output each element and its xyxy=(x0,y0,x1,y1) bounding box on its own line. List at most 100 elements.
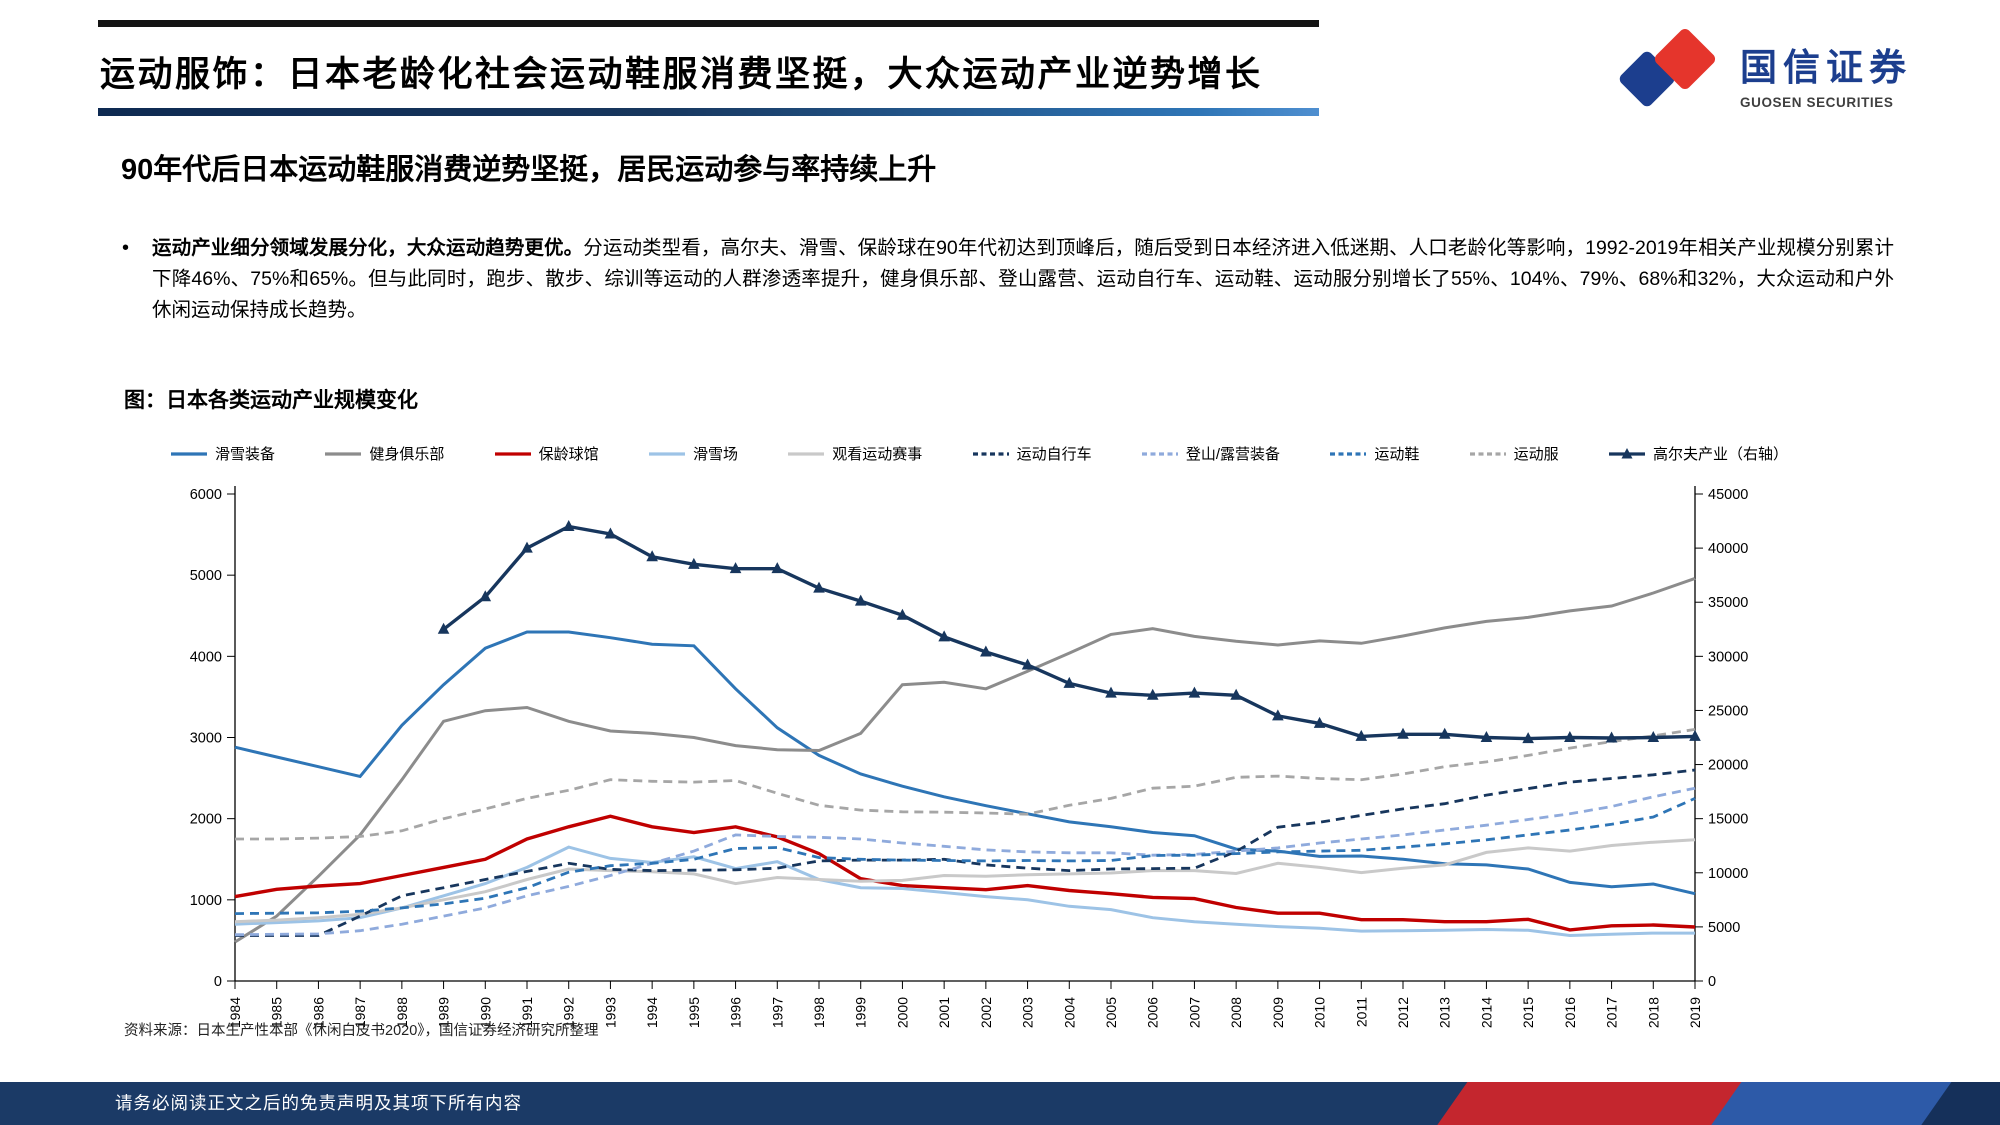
right-axis-tick-label: 30000 xyxy=(1708,649,1748,665)
legend-swatch-icon xyxy=(171,451,207,456)
x-axis-tick-label: 2013 xyxy=(1437,997,1453,1028)
logo-text: 国信证券 GUOSEN SECURITIES xyxy=(1740,37,1912,110)
guosen-logo: 国信证券 GUOSEN SECURITIES xyxy=(1612,26,1912,120)
x-axis-tick-label: 2005 xyxy=(1103,997,1119,1028)
x-axis-tick-label: 2017 xyxy=(1604,997,1620,1028)
series-line-6 xyxy=(234,786,1696,937)
right-axis-tick-label: 0 xyxy=(1708,974,1716,990)
x-axis-tick-label: 1998 xyxy=(811,997,827,1028)
x-axis-tick-label: 2002 xyxy=(978,997,994,1028)
legend-swatch-icon xyxy=(1330,451,1367,456)
x-axis-tick-label: 1987 xyxy=(352,997,368,1028)
legend-label: 登山/露营装备 xyxy=(1185,446,1281,463)
logo-subname: GUOSEN SECURITIES xyxy=(1740,94,1894,110)
x-axis-tick-label: 1995 xyxy=(686,997,702,1028)
legend-label: 运动鞋 xyxy=(1374,446,1420,463)
legend-item: 滑雪装备 xyxy=(170,443,275,464)
x-axis-tick-label: 1988 xyxy=(394,997,410,1028)
chart-legend: 滑雪装备 健身俱乐部 保龄球馆 滑雪场 观看运动赛事 运动自行车 登山/露营装备 运动鞋 运动服… xyxy=(170,443,1788,464)
x-axis-tick-label: 2015 xyxy=(1520,997,1536,1028)
legend-label: 运动服 xyxy=(1513,446,1559,463)
x-axis-tick-label: 2019 xyxy=(1687,997,1703,1028)
x-axis-tick-label: 1999 xyxy=(853,997,869,1028)
x-axis-tick-label: 1997 xyxy=(769,997,785,1028)
x-axis-tick-label: 2018 xyxy=(1645,997,1661,1028)
footer-disclaimer: 请务必阅读正文之后的免责声明及其项下所有内容 xyxy=(115,1093,522,1113)
legend-swatch-icon xyxy=(788,451,825,456)
series-line-2 xyxy=(234,814,1696,932)
right-axis-tick-label: 45000 xyxy=(1708,487,1748,503)
footer-bar: 请务必阅读正文之后的免责声明及其项下所有内容 xyxy=(0,1082,2000,1125)
x-axis-tick-label: 1984 xyxy=(227,997,243,1028)
bullet-item: • 运动产业细分领域发展分化，大众运动趋势更优。分运动类型看，高尔夫、滑雪、保龄… xyxy=(122,233,1894,326)
bullet-text: 运动产业细分领域发展分化，大众运动趋势更优。分运动类型看，高尔夫、滑雪、保龄球在… xyxy=(152,233,1894,326)
left-axis-tick-label: 1000 xyxy=(190,893,222,909)
logo-name: 国信证券 xyxy=(1740,46,1912,88)
x-axis-tick-label: 2004 xyxy=(1061,997,1077,1028)
x-axis-tick-label: 2014 xyxy=(1478,997,1494,1028)
x-axis-tick-label: 1990 xyxy=(477,997,493,1028)
legend-swatch-icon xyxy=(1469,451,1506,456)
legend-swatch-icon xyxy=(1608,447,1645,458)
legend-swatch-icon xyxy=(1141,451,1178,456)
guosen-logo-icon xyxy=(1619,28,1716,107)
line-chart: 0 1000 2000 3000 4000 5000 6000 0 5000 10000 15000… xyxy=(190,486,1748,1028)
x-axis-tick-label: 2009 xyxy=(1270,997,1286,1028)
bullet-rest: 分运动类型看，高尔夫、滑雪、保龄球在90年代初达到顶峰后，随后受到日本经济进入低… xyxy=(152,237,1894,321)
right-axis-tick-label: 20000 xyxy=(1708,758,1748,774)
title-underline xyxy=(98,108,1319,116)
legend-label: 保龄球馆 xyxy=(538,446,599,463)
x-axis-tick-label: 1991 xyxy=(519,997,535,1028)
x-axis-tick-label: 2011 xyxy=(1353,997,1369,1027)
section-subtitle: 90年代后日本运动鞋服消费逆势坚挺，居民运动参与率持续上升 xyxy=(121,154,937,186)
legend-item: 高尔夫产业（右轴） xyxy=(1608,443,1788,464)
bullet-marker: • xyxy=(122,237,130,259)
series-line-8 xyxy=(235,728,1696,841)
x-axis-tick-label: 2016 xyxy=(1562,997,1578,1028)
x-axis-tick-label: 2006 xyxy=(1145,997,1161,1028)
legend-item: 观看运动赛事 xyxy=(787,443,922,464)
x-axis-tick-label: 1989 xyxy=(436,997,452,1028)
x-axis-tick-label: 2010 xyxy=(1312,997,1328,1028)
legend-item: 滑雪场 xyxy=(648,443,738,464)
left-axis-tick-label: 2000 xyxy=(190,812,222,828)
legend-label: 滑雪装备 xyxy=(215,446,276,463)
right-axis-tick-label: 5000 xyxy=(1708,920,1740,936)
x-axis-tick-label: 1992 xyxy=(561,997,577,1028)
legend-label: 滑雪场 xyxy=(692,446,738,463)
page-title: 运动服饰：日本老龄化社会运动鞋服消费坚挺，大众运动产业逆势增长 xyxy=(100,55,1263,94)
chart-title: 图：日本各类运动产业规模变化 xyxy=(124,389,418,412)
left-axis-tick-label: 5000 xyxy=(190,568,222,584)
x-axis-tick-label: 2001 xyxy=(936,997,952,1028)
bullet-lead: 运动产业细分领域发展分化，大众运动趋势更优。 xyxy=(152,237,584,259)
x-axis-tick-label: 2007 xyxy=(1186,997,1202,1028)
legend-item: 保龄球馆 xyxy=(494,443,599,464)
legend-label: 运动自行车 xyxy=(1016,446,1092,463)
right-axis-tick-label: 15000 xyxy=(1708,812,1748,828)
legend-item: 健身俱乐部 xyxy=(324,443,444,464)
left-axis-tick-label: 3000 xyxy=(190,731,222,747)
legend-item: 运动服 xyxy=(1469,443,1559,464)
left-axis-tick-label: 6000 xyxy=(190,487,222,503)
legend-swatch-icon xyxy=(648,451,685,456)
series-line-9 xyxy=(437,519,1701,744)
x-axis-tick-label: 1996 xyxy=(728,997,744,1028)
x-axis-tick-label: 1986 xyxy=(310,997,326,1028)
series-line-4 xyxy=(234,838,1696,924)
right-axis-tick-label: 40000 xyxy=(1708,541,1748,557)
x-axis-tick-label: 2012 xyxy=(1395,997,1411,1028)
legend-swatch-icon xyxy=(325,451,362,456)
right-axis-tick-label: 35000 xyxy=(1708,595,1748,611)
right-axis-tick-label: 25000 xyxy=(1708,703,1748,719)
legend-item: 运动鞋 xyxy=(1329,443,1419,464)
legend-item: 登山/露营装备 xyxy=(1141,443,1280,464)
legend-swatch-icon xyxy=(494,451,531,456)
legend-label: 观看运动赛事 xyxy=(832,446,923,463)
x-axis-tick-label: 2008 xyxy=(1228,997,1244,1028)
left-axis-tick-label: 0 xyxy=(214,974,222,990)
series-line-7 xyxy=(234,797,1696,915)
legend-label: 健身俱乐部 xyxy=(369,446,445,463)
x-axis-tick-label: 1994 xyxy=(644,997,660,1028)
series-line-5 xyxy=(235,768,1696,937)
